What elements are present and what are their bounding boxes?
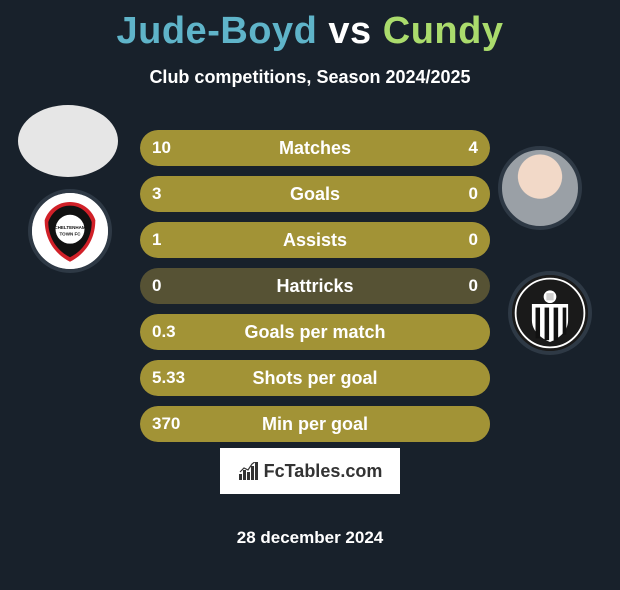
vs-text: vs [328,10,371,52]
stat-label: Matches [140,130,490,166]
stat-value-right: 0 [469,222,478,258]
svg-text:CHELTENHAM: CHELTENHAM [54,225,86,230]
stat-row: Shots per goal5.33 [140,360,490,396]
player-right-portrait [498,146,582,230]
stat-label: Goals per match [140,314,490,350]
stat-value-left: 0.3 [152,314,176,350]
stat-value-left: 1 [152,222,161,258]
player-left-name: Jude-Boyd [117,10,318,52]
comparison-title: Jude-Boyd vs Cundy [0,10,620,53]
stat-label: Min per goal [140,406,490,442]
player-right-name: Cundy [383,10,504,52]
player-left-club-badge: CHELTENHAM TOWN FC [28,189,112,273]
fctables-logo-icon [238,462,260,480]
player-right-club-badge [508,271,592,355]
stat-value-left: 5.33 [152,360,185,396]
stat-label: Goals [140,176,490,212]
stat-label: Assists [140,222,490,258]
cheltenham-badge-icon: CHELTENHAM TOWN FC [32,193,108,269]
stat-value-right: 4 [469,130,478,166]
competition-subtitle: Club competitions, Season 2024/2025 [0,67,620,88]
stat-row: Hattricks0 0 [140,268,490,304]
stat-label: Hattricks [140,268,490,304]
stat-value-right: 0 [469,268,478,304]
fctables-logo-text: FcTables.com [264,461,383,482]
stat-row: Min per goal370 [140,406,490,442]
stat-row: Matches10 4 [140,130,490,166]
player-left-portrait [18,105,118,177]
stat-row: Goals3 0 [140,176,490,212]
notts-county-badge-icon [512,275,588,351]
stat-row: Assists1 0 [140,222,490,258]
stats-bars-container: Matches104Goals30Assists10Hattricks00Goa… [140,130,490,452]
stat-value-left: 10 [152,130,171,166]
svg-text:TOWN FC: TOWN FC [60,232,82,237]
stat-value-left: 3 [152,176,161,212]
fctables-logo: FcTables.com [220,448,400,494]
stat-value-left: 0 [152,268,161,304]
stat-value-right: 0 [469,176,478,212]
stat-row: Goals per match0.3 [140,314,490,350]
stat-value-left: 370 [152,406,180,442]
comparison-date: 28 december 2024 [0,528,620,548]
stat-label: Shots per goal [140,360,490,396]
